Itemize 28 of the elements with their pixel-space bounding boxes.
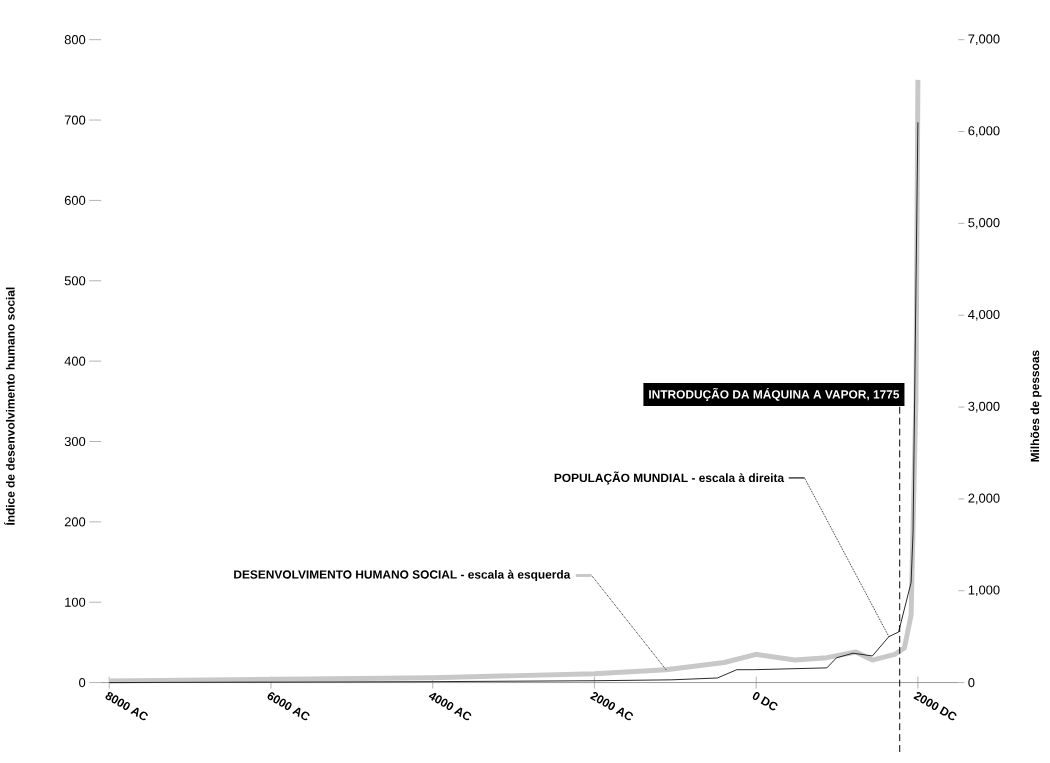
legend-label: POPULAÇÃO MUNDIAL - escala à direita <box>554 471 785 485</box>
y-tick-label: 0 <box>79 678 86 688</box>
y-tick-label: 800 <box>64 35 86 45</box>
y-tick-label: 400 <box>64 356 86 366</box>
ref-line-label: INTRODUÇÃO DA MÁQUINA A VAPOR, 1775 <box>649 387 900 402</box>
y2-tick-label: 3,000 <box>968 401 1000 413</box>
x-tick-label: 4000 AC <box>428 692 472 721</box>
y-tick-label: 200 <box>64 517 86 527</box>
y2-tick-label: 2,000 <box>968 493 1000 505</box>
x-tick-label: 2000 AC <box>589 691 633 721</box>
y-axis-title: Índice de desenvolvimento humano social <box>4 287 15 526</box>
y-tick-label: 700 <box>64 115 86 125</box>
x-tick-label: 8000 AC <box>105 691 148 721</box>
y2-tick-label: 0 <box>968 678 975 688</box>
y2-tick-label: 1,000 <box>968 585 1000 597</box>
x-tick-label: 2000 DC <box>913 691 957 721</box>
y2-tick-label: 7,000 <box>968 34 1000 46</box>
y2-tick-label: 6,000 <box>968 126 1000 137</box>
legend-label: DESENVOLVIMENTO HUMANO SOCIAL - escala à esquerda <box>234 569 571 582</box>
y-tick-label: 300 <box>64 436 86 447</box>
y-tick-label: 100 <box>65 597 86 607</box>
x-tick-label: 6000 AC <box>267 692 310 721</box>
y-tick-label: 600 <box>64 195 86 205</box>
y2-tick-label: 4,000 <box>968 309 1000 321</box>
y2-tick-label: 5,000 <box>968 218 1000 229</box>
y-tick-label: 500 <box>64 276 86 286</box>
x-tick-label: 0 DC <box>752 692 778 711</box>
y2-axis-title: Milhões de pessoas <box>1030 350 1042 462</box>
